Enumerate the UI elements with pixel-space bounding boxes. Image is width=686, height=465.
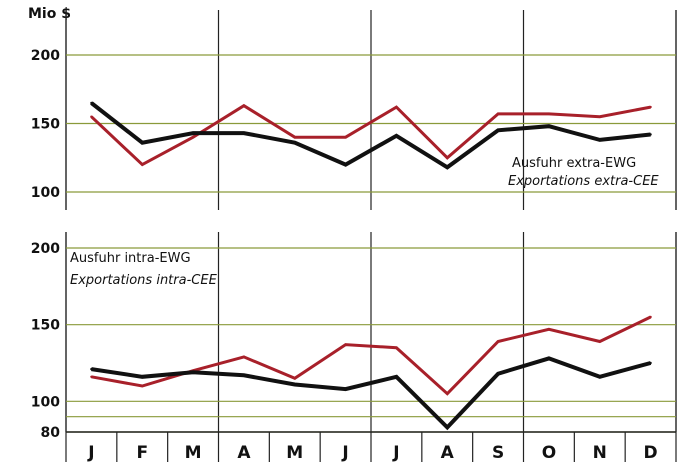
red-data-point [242, 104, 246, 107]
black-data-point [649, 133, 652, 136]
y-tick-label: 150 [31, 318, 60, 334]
x-tick-label: J [392, 443, 399, 463]
y-tick-label: 100 [31, 185, 60, 201]
x-tick-label: M [185, 443, 202, 463]
unit-label: Mio $ [28, 6, 71, 22]
black-data-point [191, 131, 195, 135]
black-data-point [598, 138, 601, 142]
red-data-point [446, 156, 449, 159]
black-data-point [344, 387, 347, 391]
grid-layer [65, 10, 677, 462]
red-data-point [344, 343, 347, 346]
black-data-point [141, 141, 144, 144]
black-data-point [242, 131, 246, 135]
red-data-point [141, 384, 144, 388]
red-data-point [547, 112, 551, 116]
x-tick-label: S [492, 443, 504, 463]
black-data-point [395, 134, 398, 138]
red-series-line [90, 103, 651, 167]
red-data-point [90, 115, 93, 118]
label-layer: 100 150 200 Ausfuhr extra-EWG Exportations e… [31, 48, 660, 463]
red-data-point [598, 340, 601, 343]
legend-label-de: Ausfuhr intra-EWG [70, 251, 191, 266]
black-data-point [90, 367, 93, 371]
y-tick-label: 200 [31, 48, 60, 64]
black-data-point [191, 371, 195, 374]
black-series-line [91, 356, 652, 431]
black-data-point [293, 141, 296, 144]
black-data-point [446, 426, 449, 429]
red-data-point [496, 340, 500, 343]
black-data-point [344, 163, 347, 166]
series-layer [90, 101, 652, 431]
legend-label-fr: Exportations intra-CEE [70, 273, 218, 288]
red-data-point [90, 375, 93, 378]
red-data-point [446, 392, 449, 395]
red-data-point [598, 115, 601, 118]
red-data-point [293, 377, 296, 380]
red-data-point [242, 355, 246, 359]
x-tick-label: F [136, 443, 148, 463]
red-data-point [141, 163, 144, 166]
x-tick-label: D [644, 443, 658, 463]
red-data-point [496, 112, 500, 116]
black-data-point [395, 375, 398, 378]
x-tick-label: M [286, 443, 303, 463]
black-data-point [293, 383, 296, 386]
black-data-point [90, 101, 93, 105]
legend-label-fr: Exportations extra-CEE [508, 174, 659, 189]
black-data-point [496, 372, 500, 375]
y-tick-label: 100 [31, 394, 60, 410]
black-data-point [598, 375, 601, 378]
x-tick-label: N [593, 443, 607, 463]
x-tick-label: A [237, 443, 251, 463]
black-data-point [547, 125, 551, 128]
red-data-point [649, 315, 652, 319]
black-data-point [242, 374, 246, 377]
legend-label-de: Ausfuhr extra-EWG [512, 156, 636, 171]
red-data-point [395, 346, 398, 349]
red-data-point [344, 136, 347, 139]
x-tick-label: A [441, 443, 455, 463]
black-data-point [496, 129, 500, 132]
red-data-point [395, 105, 398, 109]
red-data-point [649, 105, 652, 109]
y-tick-label: 200 [31, 241, 60, 257]
red-data-point [191, 136, 195, 139]
black-data-point [649, 361, 652, 365]
black-data-point [547, 357, 551, 360]
black-data-point [446, 166, 449, 169]
red-data-point [293, 136, 296, 139]
black-series-line [90, 101, 651, 170]
y-tick-label: 150 [31, 117, 60, 133]
black-data-point [141, 375, 144, 378]
red-data-point [547, 328, 551, 331]
x-tick-label: J [341, 443, 348, 463]
x-tick-label: O [542, 443, 556, 463]
x-tick-label: J [87, 443, 94, 463]
y-tick-label: 80 [41, 425, 61, 441]
